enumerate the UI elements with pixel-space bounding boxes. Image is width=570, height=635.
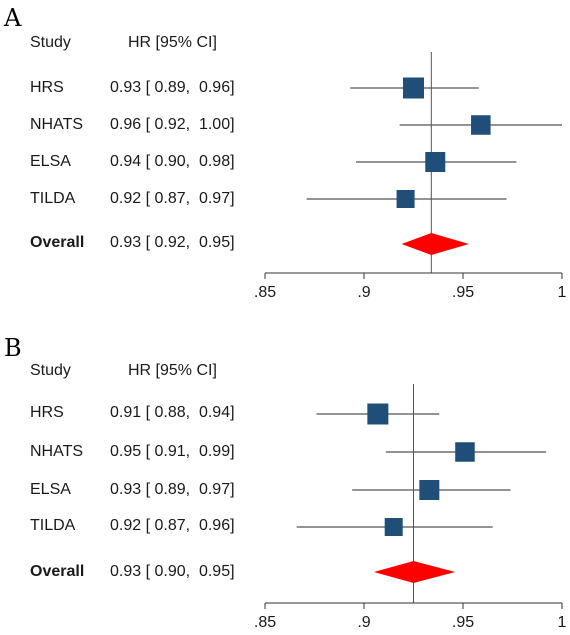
panel-a-hr-text: 0.96 [ 0.92, 1.00]	[110, 116, 235, 133]
panel-a-label: A	[4, 4, 22, 32]
panel-a-study-label: HRS	[30, 79, 64, 96]
panel-a-x-tick-label: .9	[357, 284, 370, 301]
panel-b-estimate-square	[384, 518, 403, 536]
panel-b-overall-label: Overall	[30, 563, 85, 580]
panel-b-estimate-square	[419, 480, 440, 500]
panel-a-study-label: TILDA	[30, 190, 76, 207]
panel-b-overall-diamond	[373, 561, 456, 583]
panel-a-x-tick-label: 1	[558, 284, 567, 301]
panel-a-overall-diamond	[401, 233, 469, 255]
panel-b-x-tick-label: 1	[558, 614, 567, 631]
panel-b-estimate-square	[367, 403, 389, 425]
panel-a-study-label: NHATS	[30, 116, 84, 133]
panel-b-x-tick-label: .9	[357, 614, 370, 631]
panel-b-x-tick-label: .85	[254, 614, 276, 631]
panel-b-hr-text: 0.91 [ 0.88, 0.94]	[110, 404, 235, 421]
panel-b-estimate-square	[455, 442, 475, 462]
panel-b-study-label: NHATS	[30, 443, 84, 460]
panel-a-overall-label: Overall	[30, 234, 85, 251]
panel-b-overall-text: 0.93 [ 0.90, 0.95]	[110, 563, 235, 580]
panel-b-hr-text: 0.95 [ 0.91, 0.99]	[110, 443, 235, 460]
panel-b-estimate-header: HR [95% CI]	[128, 362, 217, 379]
panel-b-label: B	[4, 334, 22, 362]
panel-a-estimate-square	[425, 152, 446, 172]
panel-a-study-label: ELSA	[30, 153, 71, 170]
panel-b-hr-text: 0.93 [ 0.89, 0.97]	[110, 481, 235, 498]
panel-a-estimate-header: HR [95% CI]	[128, 34, 217, 51]
panel-a-x-tick-label: .85	[254, 284, 276, 301]
panel-a-overall-text: 0.93 [ 0.92, 0.95]	[110, 234, 235, 251]
panel-b-x-tick-label: .95	[452, 614, 474, 631]
panel-a-hr-text: 0.93 [ 0.89, 0.96]	[110, 79, 235, 96]
panel-a-x-tick-label: .95	[452, 284, 474, 301]
panel-a-hr-text: 0.92 [ 0.87, 0.97]	[110, 190, 235, 207]
panel-b-study-label: HRS	[30, 404, 64, 421]
panel-b-study-label: TILDA	[30, 517, 76, 534]
panel-a-hr-text: 0.94 [ 0.90, 0.98]	[110, 153, 235, 170]
panel-a-study-header: Study	[30, 34, 71, 51]
panel-b-hr-text: 0.92 [ 0.87, 0.96]	[110, 517, 235, 534]
panel-b-study-header: Study	[30, 362, 71, 379]
panel-a-estimate-square	[471, 115, 491, 135]
panel-b-study-label: ELSA	[30, 481, 71, 498]
panel-a-estimate-square	[403, 77, 424, 99]
panel-a-estimate-square	[396, 190, 415, 208]
